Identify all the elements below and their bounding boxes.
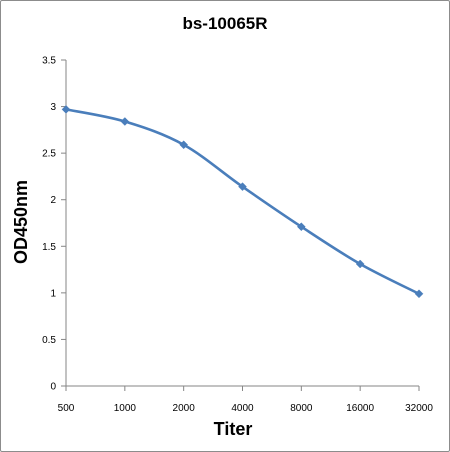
- x-tick-label: 16000: [346, 403, 374, 414]
- y-tick-label: 0.5: [42, 335, 56, 346]
- data-point-marker: [355, 259, 365, 269]
- y-axis-ticks: 0 0.5 1 1.5 2 2.5 3 3.5: [42, 56, 66, 393]
- data-point-marker: [120, 117, 130, 126]
- x-axis-title: Titer: [214, 419, 253, 439]
- y-tick-label: 1: [50, 288, 56, 299]
- y-axis-title: OD450nm: [11, 180, 31, 264]
- chart-title: bs-10065R: [182, 14, 267, 33]
- x-tick-label: 500: [58, 403, 75, 414]
- data-point-marker: [238, 182, 247, 192]
- x-tick-label: 2000: [173, 403, 196, 414]
- y-tick-label: 1.5: [42, 242, 56, 253]
- y-tick-label: 2: [50, 195, 56, 206]
- y-tick-label: 2.5: [42, 149, 56, 160]
- y-tick-label: 3.5: [42, 56, 56, 67]
- y-tick-label: 0: [50, 382, 56, 393]
- data-point-marker: [414, 289, 424, 299]
- x-tick-label: 32000: [405, 403, 433, 414]
- series-line: [65, 108, 420, 295]
- data-point-marker: [61, 105, 71, 114]
- data-point-marker: [179, 140, 189, 150]
- series-group: [61, 105, 424, 299]
- x-tick-label: 4000: [231, 403, 254, 414]
- x-axis-ticks: 500 1000 2000 4000 8000 16000 32000: [58, 386, 433, 414]
- y-tick-label: 3: [50, 102, 56, 113]
- x-tick-label: 8000: [290, 403, 313, 414]
- data-point-marker: [296, 222, 306, 232]
- x-tick-label: 1000: [114, 403, 137, 414]
